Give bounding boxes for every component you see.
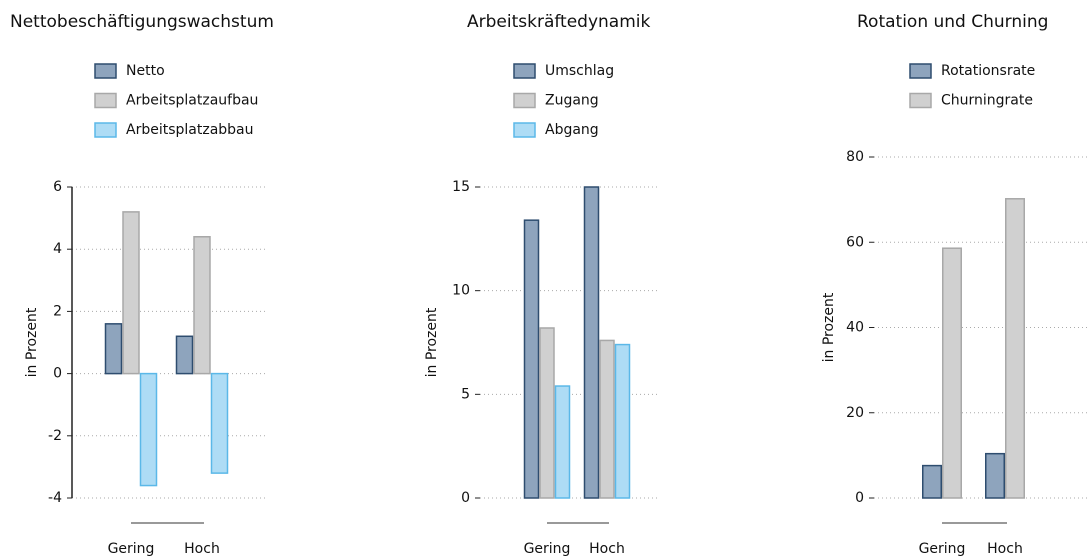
bar [922, 464, 942, 499]
y-tick-label: 15 [452, 179, 470, 195]
legend-label: Arbeitsplatzaufbau [126, 93, 258, 109]
y-tick-label: 5 [461, 386, 470, 402]
chart-title: Rotation und Churning [857, 12, 1048, 32]
bar [523, 219, 540, 499]
legend-swatch [909, 63, 932, 79]
chart-title: Nettobeschäftigungswachstum [10, 12, 274, 32]
y-tick-label: 60 [846, 234, 864, 250]
legend-swatch [909, 92, 932, 109]
x-tick-label: Gering [108, 541, 155, 557]
bar [210, 372, 229, 474]
bar [554, 385, 571, 499]
y-tick-label: 20 [846, 405, 864, 421]
bar [193, 236, 211, 375]
bar [1005, 198, 1025, 499]
y-axis-label: in Prozent [424, 307, 440, 377]
legend-swatch [513, 63, 536, 79]
y-tick-label: 6 [53, 179, 62, 195]
bar [583, 186, 600, 499]
y-tick-label: 10 [452, 283, 470, 299]
legend-label: Churningrate [941, 93, 1033, 109]
y-tick-label: 0 [461, 490, 470, 506]
bar [539, 327, 555, 499]
x-tick-label: Gering [919, 541, 966, 557]
x-tick-label: Hoch [184, 541, 220, 557]
y-tick-label: 40 [846, 320, 864, 336]
legend-label: Arbeitsplatzabbau [126, 122, 254, 138]
bar [614, 343, 631, 499]
bar [942, 247, 962, 499]
legend-swatch [513, 122, 536, 138]
y-axis-label: in Prozent [24, 307, 40, 377]
legend-label: Umschlag [545, 63, 614, 79]
y-tick-label: 2 [53, 303, 62, 319]
legend-label: Zugang [545, 93, 599, 109]
legend-swatch [94, 63, 117, 79]
y-tick-label: 4 [53, 241, 62, 257]
x-tick-label: Gering [524, 541, 571, 557]
y-tick-label: 80 [846, 149, 864, 165]
legend-label: Netto [126, 63, 165, 79]
legend-swatch [94, 92, 117, 109]
legend-label: Abgang [545, 122, 599, 138]
y-tick-label: 0 [53, 366, 62, 382]
bar [139, 372, 158, 487]
chart-title: Arbeitskräftedynamik [467, 12, 651, 32]
bar [985, 452, 1005, 499]
bar [175, 335, 194, 375]
y-tick-label: -2 [48, 428, 62, 444]
x-tick-label: Hoch [987, 541, 1023, 557]
y-tick-label: 0 [855, 490, 864, 506]
bar [122, 211, 140, 375]
bar [104, 323, 123, 375]
x-tick-label: Hoch [589, 541, 625, 557]
y-tick-label: -4 [48, 490, 62, 506]
legend-swatch [94, 122, 117, 138]
bar [599, 339, 615, 499]
y-axis-label: in Prozent [821, 292, 837, 362]
legend-label: Rotationsrate [941, 63, 1035, 79]
legend-swatch [513, 92, 536, 109]
